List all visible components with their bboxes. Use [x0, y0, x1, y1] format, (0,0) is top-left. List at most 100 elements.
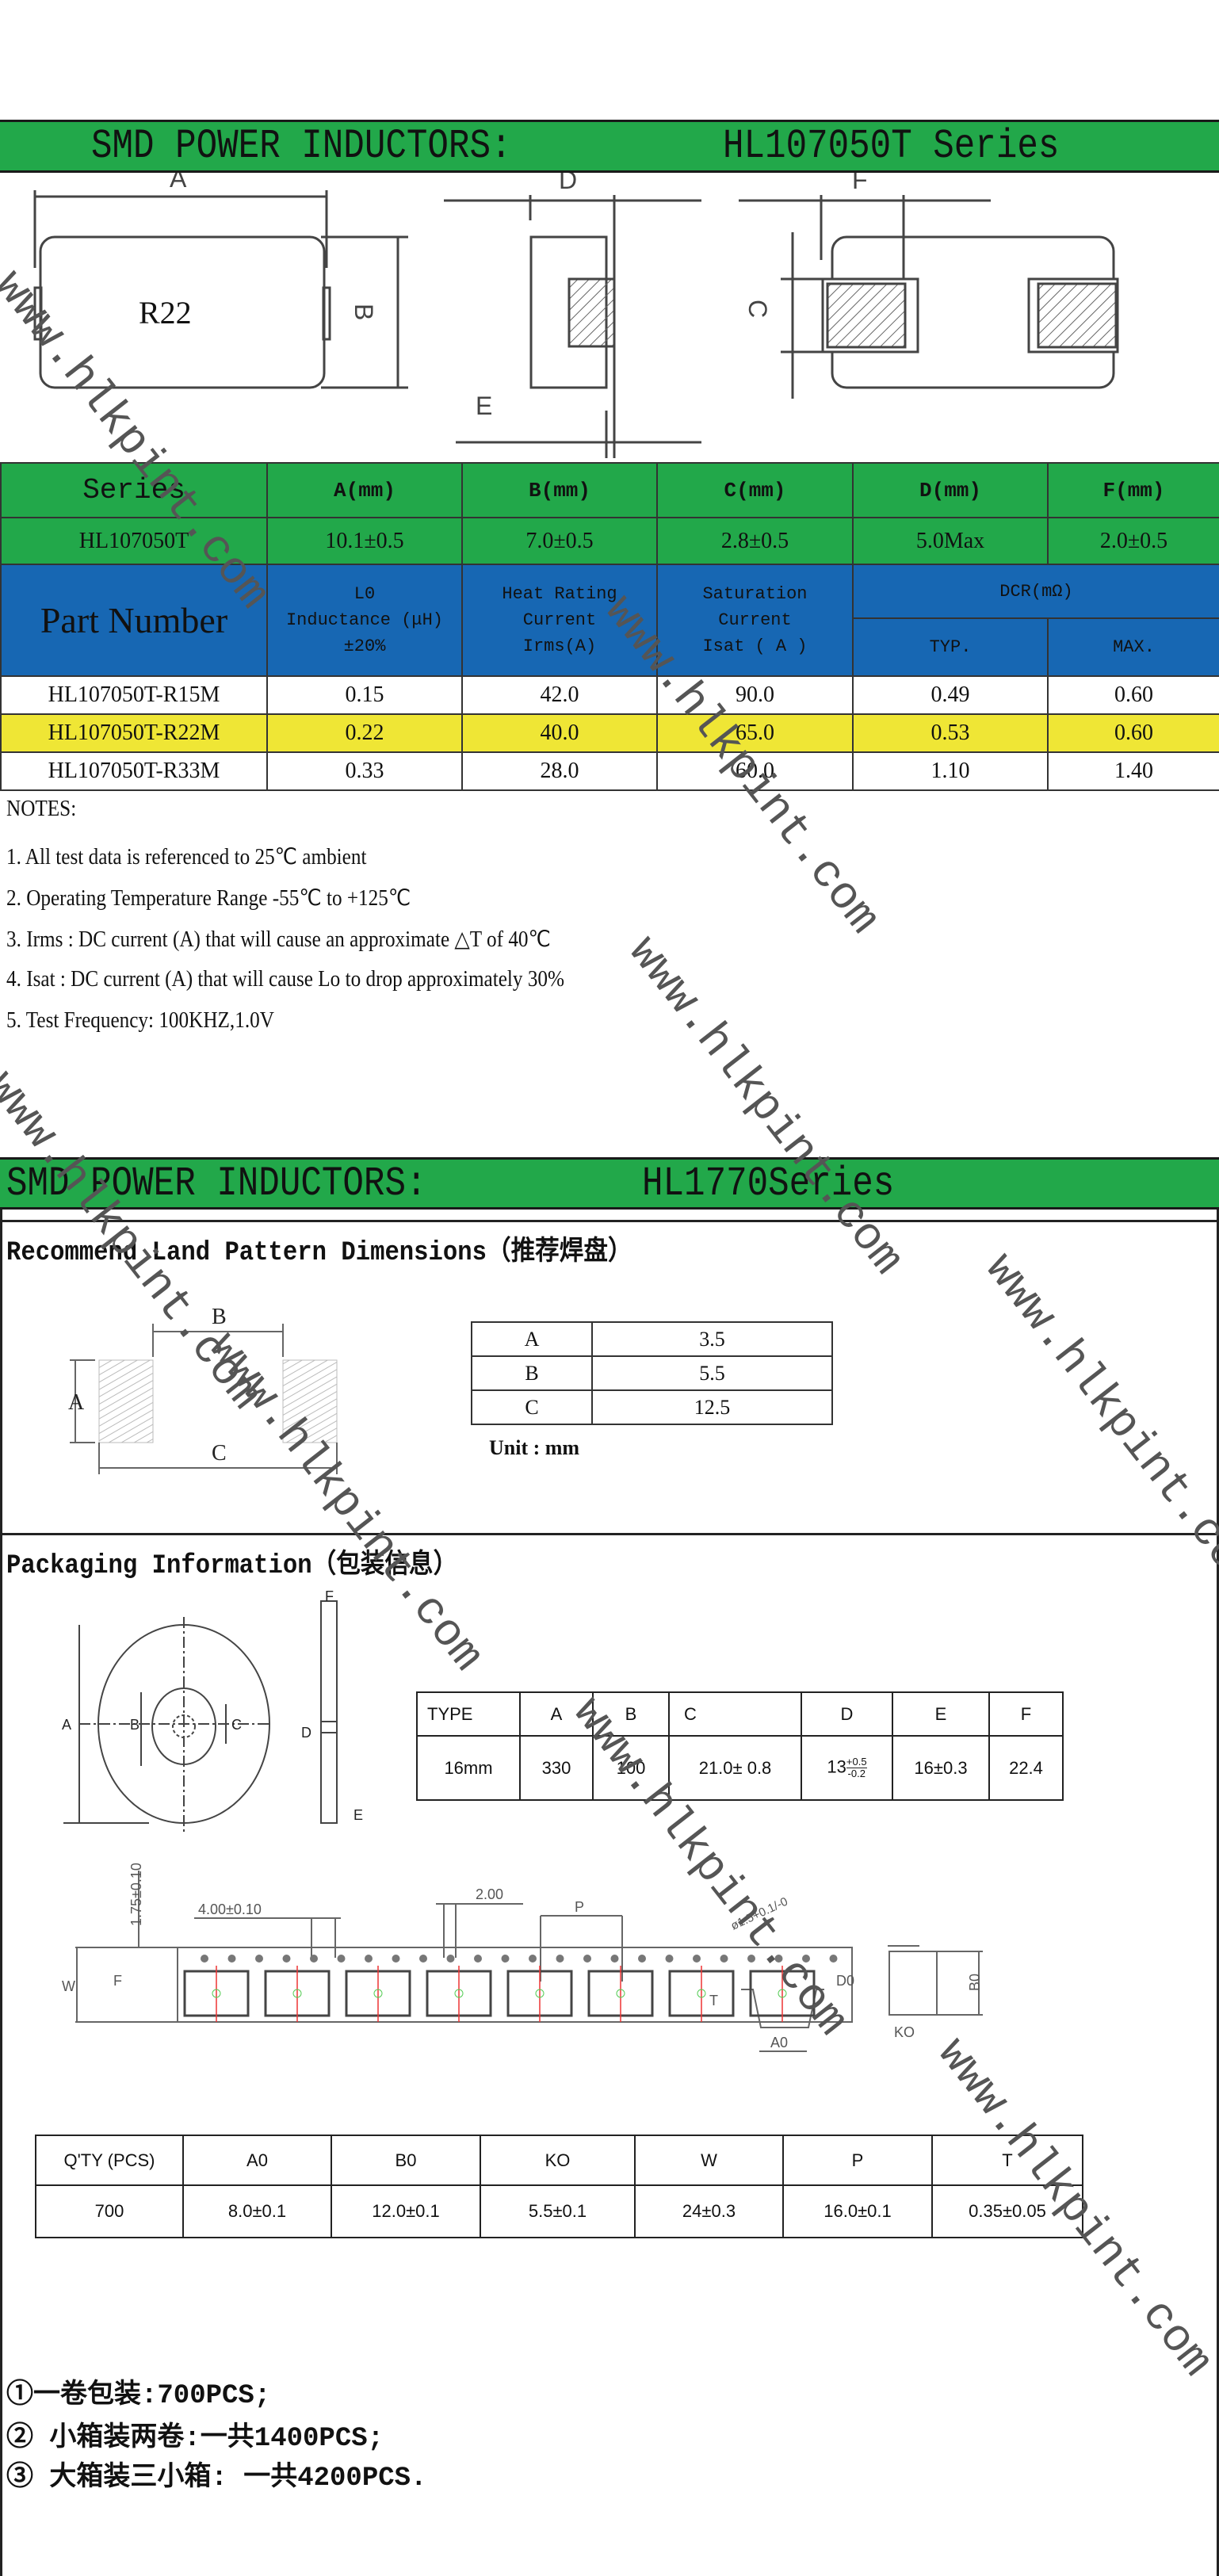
pocket-center-mark	[778, 1989, 787, 1998]
header-dcr-max: MAX.	[1047, 617, 1219, 677]
reel-drawing: A B C D E F	[62, 1588, 363, 1835]
sprocket-hole	[529, 1955, 537, 1963]
footer-line-2: ② 小箱装两卷:一共1400PCS;	[6, 2424, 384, 2454]
note-item: 5. Test Frequency: 100KHZ,1.0V	[6, 1008, 274, 1033]
divider	[0, 1533, 1219, 1535]
table-row: B 5.5	[471, 1355, 833, 1391]
dim-b-value: 7.0±0.5	[461, 517, 658, 565]
pocket-center-mark	[535, 1989, 545, 1998]
dim-f-value: 2.0±0.5	[1047, 517, 1219, 565]
note-item: 4. Isat : DC current (A) that will cause…	[6, 967, 565, 992]
section1-title-right: HL107050T Series	[723, 123, 1060, 170]
header-part-number: Part Number	[0, 564, 268, 677]
unit-label: Unit : mm	[489, 1436, 580, 1459]
land-pattern-drawing: B A C	[68, 1305, 338, 1474]
table-row: 700 8.0±0.1 12.0±0.1 5.5±0.1 24±0.3 16.0±0.1 0…	[35, 2184, 1083, 2238]
dim-c-value: 2.8±0.5	[656, 517, 854, 565]
dim-d-value: 5.0Max	[852, 517, 1049, 565]
header-heat-rating: Heat Rating Current Irms(A)	[461, 564, 658, 677]
tape-label-t: T	[709, 1993, 718, 2008]
table-row: 16mm 330 100 21.0± 0.8 13 +0.5 -0.2 16±0.3 22.…	[416, 1735, 1064, 1801]
sprocket-hole	[693, 1955, 701, 1963]
reel-label-c: C	[231, 1717, 242, 1733]
pocket-center-mark	[292, 1989, 302, 1998]
spec-header-row: Part Number L0 Inductance (μH) ±20% Heat R…	[0, 564, 1219, 677]
label-e: E	[476, 392, 492, 420]
divider	[0, 1220, 1219, 1222]
sprocket-hole	[747, 1955, 755, 1963]
label-d: D	[559, 173, 577, 194]
tape-label-p: P	[575, 1899, 584, 1915]
reel-label-a: A	[62, 1717, 71, 1733]
tape-label-ko: KO	[894, 2024, 915, 2040]
tape-label-a0: A0	[770, 2035, 788, 2050]
header-dcr-typ: TYP.	[852, 617, 1049, 677]
sprocket-hole	[556, 1955, 564, 1963]
land-label-b: B	[212, 1305, 227, 1329]
sprocket-hole	[310, 1955, 318, 1963]
notes-heading: NOTES:	[6, 797, 77, 821]
sprocket-hole	[802, 1955, 810, 1963]
label-b: B	[350, 304, 378, 320]
note-item: 2. Operating Temperature Range -55℃ to +…	[6, 886, 411, 911]
section1-title-bar: SMD POWER INDUCTORS: HL107050T Series	[0, 120, 1219, 173]
reel-label-f: F	[325, 1588, 334, 1604]
pocket-center-mark	[454, 1989, 464, 1998]
sprocket-hole	[201, 1955, 208, 1963]
pocket-center-mark	[697, 1989, 706, 1998]
header-f: F(mm)	[1047, 462, 1219, 518]
header-d: D(mm)	[852, 462, 1049, 518]
sprocket-hole	[774, 1955, 783, 1963]
table-row: A 3.5	[471, 1321, 833, 1357]
label-f: F	[852, 173, 868, 194]
section2-title-left: SMD POWER INDUCTORS:	[6, 1160, 427, 1207]
header-a: A(mm)	[266, 462, 463, 518]
packaging-heading: Packaging Information（包装信息）	[6, 1551, 458, 1581]
sprocket-hole	[446, 1955, 455, 1963]
reel-label-b: B	[130, 1717, 139, 1733]
reel-label-e: E	[353, 1807, 363, 1823]
header-c: C(mm)	[656, 462, 854, 518]
sprocket-hole	[392, 1955, 400, 1963]
header-saturation: Saturation Current Isat ( A )	[656, 564, 854, 677]
sprocket-hole	[829, 1955, 838, 1963]
header-dcr: DCR(mΩ)	[852, 564, 1219, 619]
pocket-center-mark	[616, 1989, 625, 1998]
tape-label-hole: ø1.5+0.1/-0	[729, 1895, 790, 1933]
sprocket-hole	[365, 1955, 373, 1963]
table-row: HL107050T-R33M 0.33 28.0 60.0 1.10 1.40	[0, 751, 1219, 791]
section2-title-right: HL1770Series	[642, 1160, 895, 1207]
land-pattern-heading: Recommend Land Pattern Dimensions（推荐焊盘）	[6, 1238, 632, 1268]
series-value: HL107050T	[0, 517, 268, 565]
note-item: 3. Irms : DC current (A) that will cause…	[6, 927, 551, 952]
sprocket-hole	[419, 1955, 427, 1963]
sprocket-hole	[583, 1955, 591, 1963]
marking-text: R22	[139, 295, 192, 331]
sprocket-hole	[337, 1955, 346, 1963]
sprocket-hole	[227, 1955, 236, 1963]
table-row-highlighted: HL107050T-R22M 0.22 40.0 65.0 0.53 0.60	[0, 713, 1219, 753]
section1-title-left: SMD POWER INDUCTORS:	[91, 123, 512, 170]
land-label-c: C	[212, 1441, 227, 1466]
tape-label-w: W	[62, 1978, 75, 1994]
tape-label-400: 4.00±0.10	[198, 1901, 262, 1917]
dims-value-row: HL107050T 10.1±0.5 7.0±0.5 2.8±0.5 5.0Ma…	[0, 517, 1219, 565]
header-series: Series	[0, 462, 268, 518]
pocket-center-mark	[373, 1989, 383, 1998]
tape-table-header: Q'TY (PCS) A0 B0 KO W P T	[35, 2135, 1083, 2186]
inductor-dimension-drawing: A B D E F C R22	[33, 173, 1119, 458]
pocket-center-mark	[212, 1989, 221, 1998]
section2-frame	[0, 1157, 1219, 2576]
reel-table-header: TYPE A B C D E F	[416, 1691, 1064, 1737]
sprocket-hole	[665, 1955, 674, 1963]
dims-header-row: Series A(mm) B(mm) C(mm) D(mm) F(mm)	[0, 462, 1219, 518]
sprocket-hole	[610, 1955, 619, 1963]
section2-title-bar: SMD POWER INDUCTORS: HL1770Series	[0, 1157, 1219, 1210]
table-row: HL107050T-R15M 0.15 42.0 90.0 0.49 0.60	[0, 675, 1219, 715]
reel-table: TYPE A B C D E F 16mm 330 100 21.0± 0.8 13 +0.5 -0.…	[416, 1691, 1064, 1801]
tape-label-175: 1.75±0.10	[128, 1863, 144, 1926]
land-pattern-table: A 3.5 B 5.5 C 12.5	[471, 1321, 833, 1425]
sprocket-hole	[501, 1955, 510, 1963]
spec-table: Series A(mm) B(mm) C(mm) D(mm) F(mm) HL1…	[0, 462, 1219, 791]
tape-label-f: F	[113, 1973, 122, 1989]
